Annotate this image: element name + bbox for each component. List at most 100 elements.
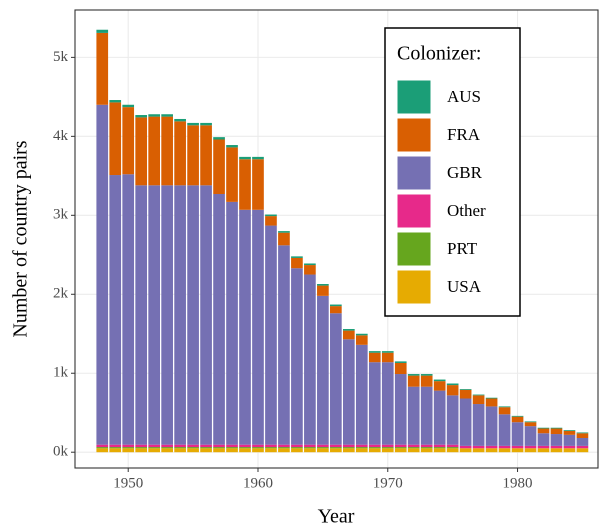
legend: Colonizer: AUS FRA GBR Other PRT USA	[384, 27, 521, 317]
bar-segment	[213, 448, 225, 453]
bar-segment	[394, 362, 407, 375]
bar-segment	[498, 406, 511, 408]
bar-segment	[563, 434, 576, 446]
bar-segment	[200, 448, 212, 453]
bar-segment	[381, 351, 394, 353]
bar-segment	[459, 445, 472, 449]
bar-segment	[122, 447, 135, 449]
bar-segment	[407, 444, 420, 448]
bar-segment	[420, 447, 433, 449]
bar-segment	[239, 159, 251, 210]
bar-segment	[278, 231, 290, 233]
bar-segment	[252, 447, 264, 449]
legend-key	[396, 231, 432, 267]
bar-segment	[472, 395, 485, 405]
legend-title: Colonizer:	[397, 43, 481, 65]
bar-segment	[187, 185, 199, 445]
x-axis-title: Year	[318, 506, 355, 528]
bar-segment	[252, 159, 264, 210]
bar-segment	[524, 448, 537, 453]
y-tick-label: 1k	[53, 365, 69, 381]
bar-segment	[433, 448, 446, 453]
bar-segment	[563, 448, 576, 453]
bar-segment	[446, 383, 459, 386]
bar-segment	[200, 444, 212, 448]
bar-segment	[459, 389, 472, 399]
bar-segment	[265, 444, 277, 448]
bar-segment	[537, 433, 550, 446]
bar-segment	[200, 122, 212, 126]
bar-segment	[394, 374, 407, 445]
bar-segment	[252, 448, 264, 453]
bar-segment	[537, 445, 550, 449]
bar-segment	[148, 448, 161, 453]
bar-segment	[524, 421, 537, 423]
bar-segment	[226, 145, 238, 148]
legend-label: AUS	[447, 87, 481, 106]
bar-segment	[459, 448, 472, 453]
bar-segment	[420, 386, 433, 445]
bar-segment	[330, 313, 342, 445]
bar-segment	[433, 381, 446, 391]
legend-key	[396, 193, 432, 229]
bar-segment	[239, 444, 251, 448]
bar-segment	[317, 285, 329, 296]
bar-segment	[304, 263, 316, 266]
bar-segment	[174, 447, 186, 449]
bar-segment	[433, 379, 446, 382]
bar-segment	[524, 426, 537, 446]
bar-segment	[330, 306, 342, 314]
bar-segment	[96, 29, 109, 33]
bar-segment	[472, 445, 485, 449]
bar-segment	[239, 156, 251, 160]
bar-segment	[563, 430, 576, 435]
bar-segment	[304, 448, 316, 453]
bar-segment	[342, 330, 355, 340]
bar-segment	[498, 414, 511, 446]
bar-segment	[446, 444, 459, 448]
legend-key	[396, 269, 432, 305]
bar-segment	[355, 333, 368, 336]
bar-segment	[576, 445, 589, 449]
bar-segment	[394, 447, 407, 449]
bar-segment	[342, 444, 355, 448]
bar-segment	[148, 116, 161, 186]
bar-segment	[265, 447, 277, 449]
bar-segment	[135, 447, 148, 449]
y-tick-label: 2k	[53, 286, 69, 302]
bar-segment	[304, 274, 316, 445]
bar-segment	[368, 362, 381, 445]
bar-segment	[576, 437, 589, 446]
bar-segment	[472, 448, 485, 453]
bar-segment	[278, 232, 290, 246]
bar-segment	[278, 444, 290, 448]
bar-segment	[368, 447, 381, 449]
bar-segment	[537, 427, 550, 429]
bar-segment	[213, 139, 225, 194]
bar-segment	[174, 118, 186, 122]
bar-segment	[161, 444, 173, 448]
bar-segment	[381, 352, 394, 363]
bar-segment	[330, 444, 342, 448]
bar-segment	[291, 268, 303, 445]
x-tick-label: 1960	[243, 475, 273, 491]
bar-segment	[135, 117, 148, 186]
bar-segment	[109, 175, 122, 445]
bar-segment	[317, 447, 329, 449]
bar-segment	[446, 448, 459, 453]
bar-segment	[187, 447, 199, 449]
bar-segment	[213, 193, 225, 445]
bar-segment	[330, 448, 342, 453]
bar-segment	[485, 398, 498, 407]
bar-segment	[498, 445, 511, 449]
bar-segment	[342, 329, 355, 331]
bar-segment	[213, 447, 225, 449]
bar-segment	[485, 406, 498, 446]
bar-segment	[265, 216, 277, 226]
legend-key	[396, 79, 432, 115]
bar-segment	[433, 447, 446, 449]
bar-segment	[563, 430, 576, 431]
bar-segment	[122, 104, 135, 108]
bar-segment	[330, 304, 342, 307]
